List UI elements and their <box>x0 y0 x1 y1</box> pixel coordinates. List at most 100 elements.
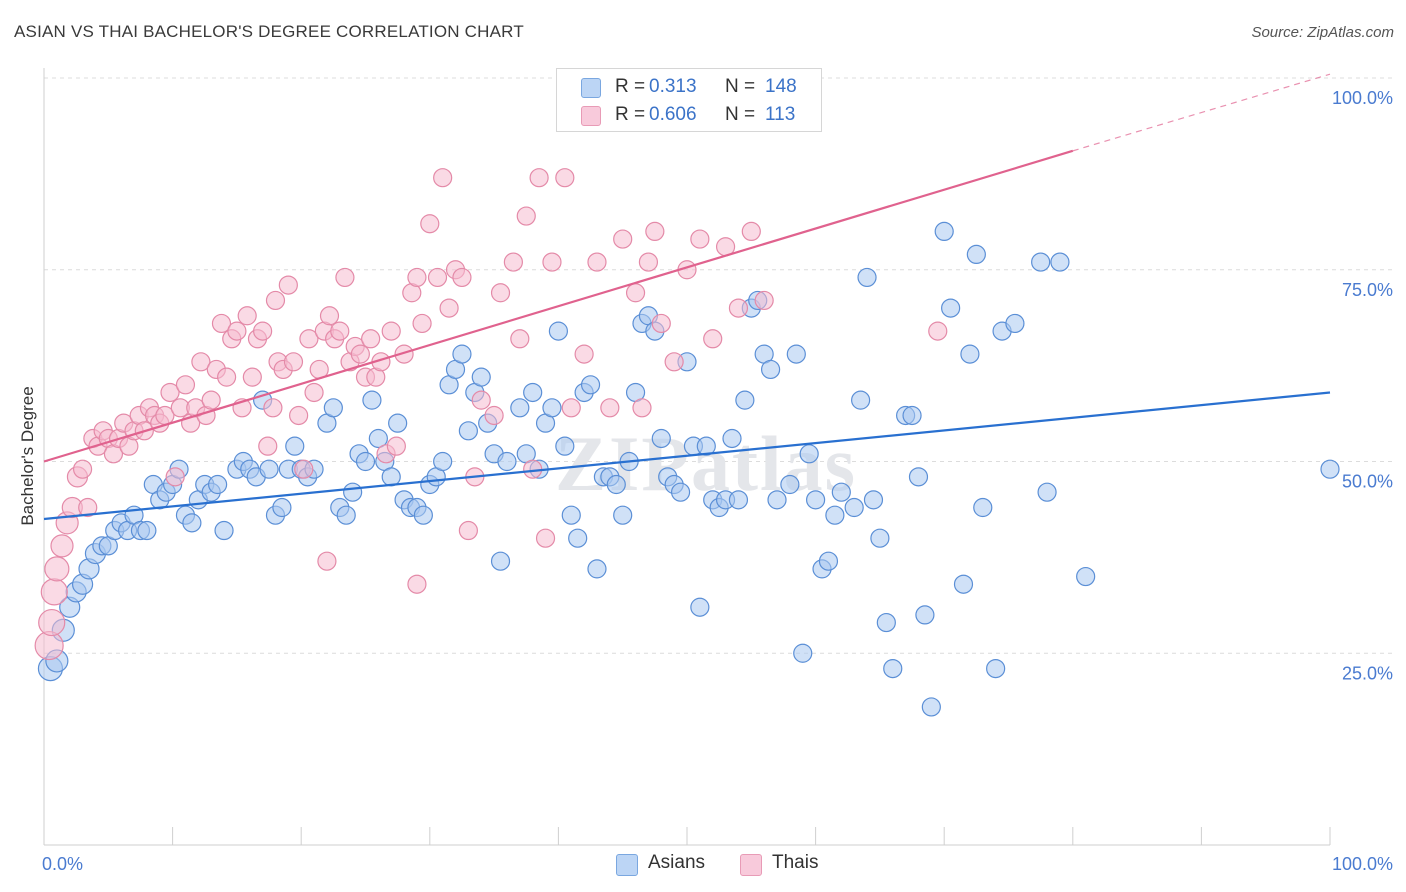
thai-point <box>350 344 370 364</box>
asian-point <box>497 451 517 472</box>
thai-point <box>535 528 556 548</box>
asian-point <box>793 643 813 663</box>
asian-point <box>908 467 929 487</box>
x-tick-label: 0.0% <box>42 854 83 874</box>
thai-point <box>600 398 620 418</box>
thai-point <box>638 252 659 272</box>
thai-point <box>242 367 262 387</box>
thai-point <box>420 214 440 234</box>
n-label: N = <box>725 104 756 125</box>
thai-point <box>651 313 671 334</box>
thai-point <box>561 398 581 418</box>
asian-point <box>555 436 575 456</box>
thai-point <box>175 375 196 395</box>
asian-point <box>966 244 986 265</box>
thai-point <box>50 534 74 558</box>
asian-point <box>285 436 305 456</box>
asian-point <box>613 505 633 525</box>
thai-point <box>439 298 459 318</box>
asian-point <box>934 221 954 241</box>
thai-point <box>283 352 304 372</box>
asian-point <box>208 474 228 495</box>
asian-point <box>413 505 433 525</box>
thai-point <box>587 252 607 272</box>
asian-point <box>490 551 511 571</box>
thai-point <box>381 321 401 341</box>
thai-point <box>265 290 286 311</box>
asian-point <box>433 451 453 472</box>
thai-point <box>703 329 723 349</box>
y-tick-label: 75.0% <box>1342 280 1393 300</box>
asian-point <box>388 413 408 433</box>
asian-point <box>458 421 478 441</box>
asian-point <box>696 436 716 456</box>
asian-point <box>876 612 896 633</box>
asian-point <box>915 605 935 625</box>
thai-point <box>412 313 432 334</box>
asian-point <box>960 344 980 364</box>
thai-point <box>452 267 472 288</box>
asian-point <box>851 390 871 410</box>
asian-point <box>368 428 388 449</box>
asian-point <box>1005 313 1025 334</box>
thai-point <box>317 551 337 571</box>
thai-point <box>361 329 381 349</box>
thai-point <box>613 229 633 249</box>
asians-r-value: 0.313 <box>649 76 697 97</box>
thai-point <box>263 398 283 418</box>
thai-point <box>294 459 314 479</box>
thai-point <box>40 578 68 606</box>
asian-point <box>542 398 562 418</box>
asian-point <box>690 597 710 617</box>
thai-point <box>289 405 309 426</box>
r-label: R = <box>615 104 646 125</box>
asian-point <box>973 497 993 518</box>
thai-point <box>574 344 594 364</box>
asian-point <box>259 459 279 479</box>
asian-point <box>272 497 292 518</box>
asian-point <box>902 405 922 426</box>
asian-point <box>805 490 826 510</box>
asian-point <box>1050 252 1070 272</box>
asian-point <box>568 528 588 548</box>
asian-point <box>728 490 749 510</box>
thai-point <box>72 459 93 479</box>
thais-n-value: 113 <box>765 104 796 125</box>
asian-point <box>921 697 941 717</box>
asian-point <box>1037 482 1057 502</box>
asian-point <box>670 482 691 502</box>
asian-point <box>580 375 601 395</box>
chart-title: ASIAN VS THAI BACHELOR'S DEGREE CORRELAT… <box>14 22 524 41</box>
thai-point <box>555 168 575 188</box>
thai-point <box>217 367 237 387</box>
asian-point <box>1031 252 1051 272</box>
thai-point <box>258 436 278 456</box>
thai-point <box>237 306 257 326</box>
asian-point <box>767 490 787 510</box>
thai-point <box>664 352 684 372</box>
asian-point <box>825 505 845 525</box>
asian-point <box>818 551 839 571</box>
asian-point <box>986 658 1006 679</box>
asian-point <box>561 505 581 525</box>
thai-point <box>523 459 543 479</box>
thai-trend-line <box>43 149 1074 463</box>
thai-point <box>227 321 247 341</box>
x-tick-label: 100.0% <box>1332 854 1393 874</box>
asian-point <box>214 520 234 541</box>
asian-point <box>953 574 974 594</box>
asian-point <box>606 474 626 495</box>
thai-point <box>394 344 414 364</box>
asians-swatch <box>581 78 601 98</box>
asian-point <box>722 428 742 449</box>
thai-point <box>542 252 562 272</box>
asian-point <box>362 390 382 410</box>
thai-point <box>484 405 504 426</box>
asian-point <box>510 398 530 418</box>
thai-point <box>529 168 549 188</box>
asian-point <box>831 482 851 502</box>
thai-point <box>458 520 478 541</box>
thai-point <box>78 497 98 518</box>
thai-point <box>253 321 273 341</box>
